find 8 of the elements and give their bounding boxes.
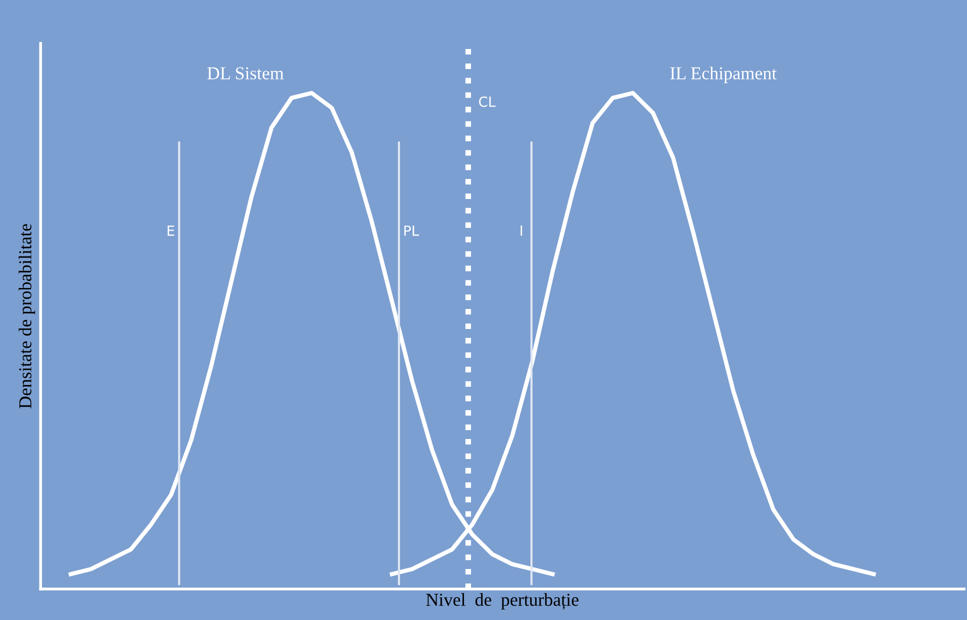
y-axis-title: Densitate de probabilitate [18, 224, 36, 408]
annotation: PL [404, 226, 420, 236]
series-label: IL Echipament [670, 66, 777, 84]
x-axis-title: Nivel de perturbație [426, 593, 578, 610]
annotation: I [520, 226, 522, 236]
annotation: E [168, 226, 174, 236]
series-label: DL Sistem [207, 67, 284, 80]
annotation: CL [479, 96, 496, 107]
